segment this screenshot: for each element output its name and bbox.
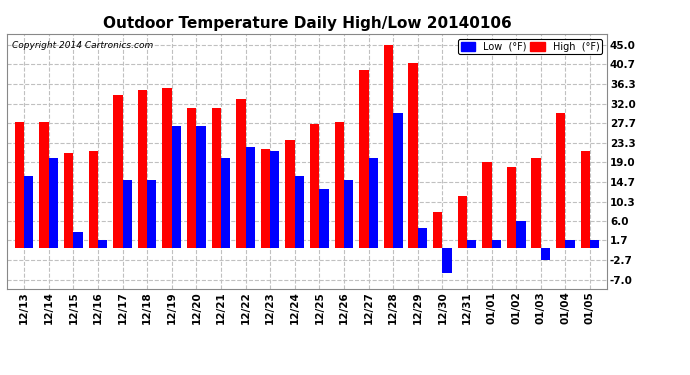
Bar bbox=[295, 176, 304, 248]
Bar bbox=[442, 248, 452, 273]
Bar bbox=[531, 158, 541, 248]
Bar bbox=[368, 158, 378, 248]
Bar bbox=[73, 232, 83, 248]
Bar bbox=[541, 248, 550, 260]
Bar bbox=[507, 167, 516, 248]
Bar bbox=[482, 162, 491, 248]
Bar bbox=[393, 113, 402, 248]
Bar bbox=[187, 108, 197, 248]
Bar bbox=[286, 140, 295, 248]
Bar bbox=[457, 196, 467, 248]
Bar bbox=[39, 122, 49, 248]
Bar bbox=[467, 240, 476, 248]
Bar bbox=[590, 240, 600, 248]
Bar bbox=[212, 108, 221, 248]
Bar bbox=[123, 180, 132, 248]
Bar bbox=[162, 88, 172, 248]
Bar bbox=[261, 149, 270, 248]
Bar bbox=[98, 240, 107, 248]
Bar bbox=[491, 240, 501, 248]
Bar bbox=[335, 122, 344, 248]
Bar bbox=[310, 124, 319, 248]
Bar bbox=[246, 147, 255, 248]
Bar bbox=[64, 153, 73, 248]
Title: Outdoor Temperature Daily High/Low 20140106: Outdoor Temperature Daily High/Low 20140… bbox=[103, 16, 511, 31]
Bar bbox=[138, 90, 147, 248]
Bar bbox=[197, 126, 206, 248]
Bar bbox=[359, 70, 368, 248]
Bar bbox=[516, 221, 526, 248]
Bar bbox=[319, 189, 328, 248]
Bar bbox=[565, 240, 575, 248]
Bar bbox=[236, 99, 246, 248]
Bar bbox=[14, 122, 24, 248]
Bar bbox=[88, 151, 98, 248]
Bar bbox=[408, 63, 417, 248]
Bar bbox=[270, 151, 279, 248]
Bar bbox=[384, 45, 393, 248]
Bar bbox=[221, 158, 230, 248]
Bar bbox=[580, 151, 590, 248]
Bar bbox=[24, 176, 34, 248]
Legend: Low  (°F), High  (°F): Low (°F), High (°F) bbox=[457, 39, 602, 54]
Bar bbox=[433, 212, 442, 248]
Bar bbox=[344, 180, 353, 248]
Text: Copyright 2014 Cartronics.com: Copyright 2014 Cartronics.com bbox=[12, 40, 153, 50]
Bar bbox=[113, 94, 123, 248]
Bar bbox=[417, 228, 427, 248]
Bar bbox=[172, 126, 181, 248]
Bar bbox=[147, 180, 157, 248]
Bar bbox=[49, 158, 58, 248]
Bar bbox=[556, 113, 565, 248]
